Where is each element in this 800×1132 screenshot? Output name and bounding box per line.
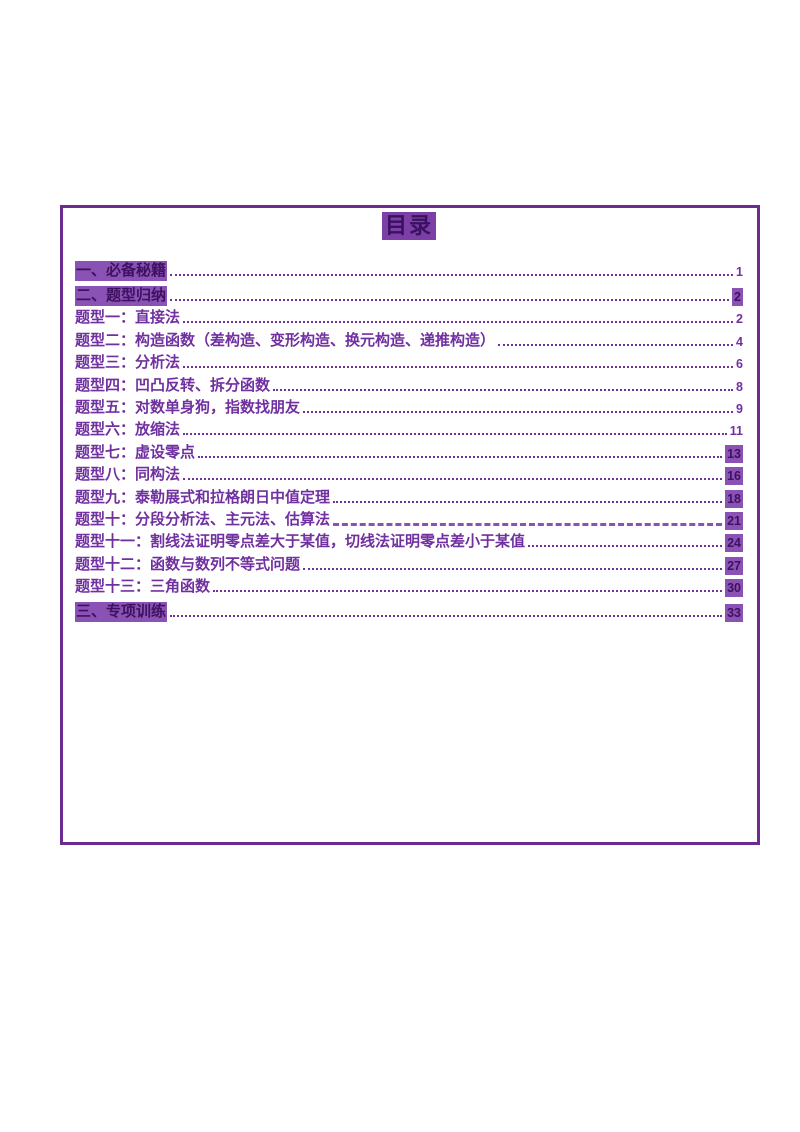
toc-entry-row[interactable]: 题型五：对数单身狗，指数找朋友 9 [75,396,743,418]
dotted-leader [183,320,734,324]
dotted-leader [183,365,734,369]
page-number: 4 [736,334,743,349]
toc-entry-row[interactable]: 题型十：分段分析法、主元法、估算法 21 [75,508,743,530]
toc-title: 目录 [381,212,436,240]
page-number: 27 [725,556,743,575]
toc-entry-label: 题型十：分段分析法、主元法、估算法 [75,510,331,528]
toc-entry-row[interactable]: 题型九：泰勒展式和拉格朗日中值定理 18 [75,485,743,508]
page-number: 6 [736,357,743,372]
toc-entry-label: 题型一：直接法 [75,309,181,327]
toc-entry-row[interactable]: 题型三：分析法 6 [75,351,743,373]
toc-entry-label: 题型二：构造函数（差构造、变形构造、换元构造、递推构造） [75,331,496,349]
toc-entry-row[interactable]: 题型二：构造函数（差构造、变形构造、换元构造、递推构造） 4 [75,328,743,350]
toc-entry-row[interactable]: 题型十二：函数与数列不等式问题 27 [75,552,743,575]
dotted-leader [333,522,723,526]
toc-container: 目录 一、必备秘籍 1 二、题型归纳 2 题型一：直接法 2 题型二：构造函数（差构造、变形… [60,205,760,845]
toc-entry-row[interactable]: 题型十三：三角函数 30 [75,575,743,598]
page-number: 11 [729,424,743,439]
page-number: 21 [725,511,743,530]
dotted-leader [303,567,723,570]
toc-entry-row[interactable]: 题型十一：割线法证明零点差大于某值，切线法证明零点差小于某值 24 [75,530,743,553]
dotted-leader [198,455,723,458]
toc-entry-label: 三、专项训练 [75,602,168,623]
dotted-leader [183,432,727,436]
toc-list: 一、必备秘籍 1 二、题型归纳 2 题型一：直接法 2 题型二：构造函数（差构造、变形构造、… [75,256,743,623]
toc-entry-label: 题型七：虚设零点 [75,443,196,461]
toc-section-row[interactable]: 二、题型归纳 2 [75,281,743,306]
page-number: 33 [725,604,743,623]
page-number: 18 [725,489,743,508]
toc-entry-row[interactable]: 题型四：凹凸反转、拆分函数 8 [75,373,743,395]
toc-title-row: 目录 [75,212,743,240]
toc-entry-label: 题型五：对数单身狗，指数找朋友 [75,398,301,416]
toc-entry-row[interactable]: 题型七：虚设零点 13 [75,440,743,463]
page-number: 1 [736,265,743,279]
page-number: 2 [732,288,743,306]
dotted-leader [498,343,734,346]
toc-entry-label: 题型六：放缩法 [75,421,181,439]
page-number: 16 [725,467,743,486]
dotted-leader [183,477,723,481]
toc-section-row[interactable]: 一、必备秘籍 1 [75,256,743,281]
toc-entry-label: 题型十三：三角函数 [75,578,211,596]
toc-entry-label: 题型九：泰勒展式和拉格朗日中值定理 [75,488,331,506]
toc-entry-label: 题型三：分析法 [75,354,181,372]
toc-entry-row[interactable]: 题型一：直接法 2 [75,306,743,328]
toc-entry-label: 题型十一：割线法证明零点差大于某值，切线法证明零点差小于某值 [75,533,526,551]
page-number: 24 [725,534,743,553]
dotted-leader [170,273,734,276]
dotted-leader [528,544,723,548]
page-number: 13 [725,444,743,463]
dotted-leader [213,589,723,593]
toc-entry-row[interactable]: 题型八：同构法 16 [75,463,743,486]
page-number: 9 [736,401,743,416]
toc-entry-label: 一、必备秘籍 [75,261,168,281]
toc-entry-label: 题型八：同构法 [75,466,181,484]
toc-entry-label: 题型十二：函数与数列不等式问题 [75,555,301,573]
dotted-leader [170,298,730,301]
toc-entry-row[interactable]: 题型六：放缩法 11 [75,418,743,440]
toc-entry-label: 二、题型归纳 [75,286,168,306]
toc-entry-label: 题型四：凹凸反转、拆分函数 [75,376,271,394]
page-number: 30 [725,579,743,598]
page-number: 8 [736,379,743,394]
dotted-leader [303,410,734,413]
page-number: 2 [736,312,743,327]
dotted-leader [333,500,723,503]
toc-section-row[interactable]: 三、专项训练 33 [75,597,743,623]
dotted-leader [170,614,723,618]
dotted-leader [273,388,734,391]
